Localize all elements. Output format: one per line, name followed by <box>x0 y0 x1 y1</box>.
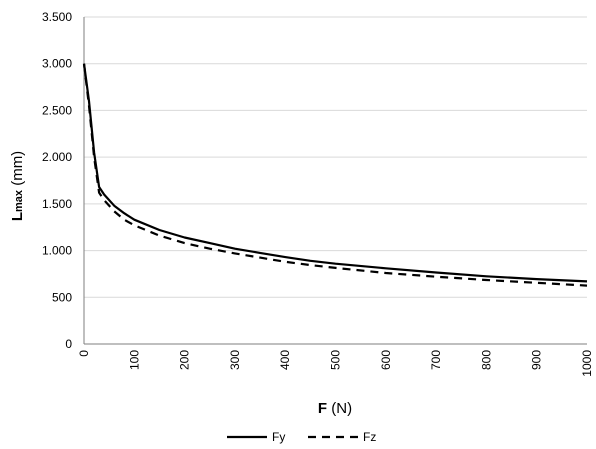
y-tick-label: 1.000 <box>42 244 72 258</box>
x-tick-label: 600 <box>379 350 393 370</box>
x-tick-label: 200 <box>178 350 192 370</box>
axes <box>83 17 587 345</box>
series-line-fz <box>82 63 588 287</box>
x-tick-label: 300 <box>228 350 242 370</box>
y-tick-label: 3.500 <box>42 10 72 24</box>
legend-label-fy: Fy <box>272 430 285 444</box>
x-tick-label: 400 <box>278 350 292 370</box>
x-tick-labels: 0 100 200 300 400 500 600 700 800 900 1000 <box>77 350 594 377</box>
legend-label-fz: Fz <box>363 430 376 444</box>
y-axis-title-sub: max <box>13 189 25 212</box>
x-tick-label: 0 <box>77 350 91 357</box>
x-tick-label: 900 <box>530 350 544 370</box>
y-tick-labels: 0 500 1.000 1.500 2.000 2.500 3.000 3.500 <box>42 10 72 351</box>
series-lines <box>82 63 588 287</box>
x-tick-label: 700 <box>429 350 443 370</box>
x-axis-title-main: F <box>318 400 327 417</box>
x-tick-label: 500 <box>329 350 343 370</box>
x-tick-label: 800 <box>479 350 493 370</box>
y-tick-label: 1.500 <box>42 197 72 211</box>
y-axis-title-main: L <box>9 212 26 221</box>
y-tick-label: 0 <box>65 337 72 351</box>
x-tick-label: 100 <box>127 350 141 370</box>
series-line-fy <box>82 63 588 283</box>
y-tick-label: 3.000 <box>42 57 72 71</box>
x-tick-label: 1000 <box>580 350 594 377</box>
x-axis-title-unit: (N) <box>327 400 352 417</box>
y-axis-title-unit: (mm) <box>9 151 26 190</box>
legend: Fy Fz <box>227 430 376 444</box>
y-tick-label: 500 <box>52 290 72 304</box>
y-axis-title: Lmax (mm) <box>9 151 26 221</box>
y-tick-label: 2.500 <box>42 103 72 117</box>
x-axis-title: F (N) <box>318 400 352 417</box>
gridlines <box>84 16 587 298</box>
y-tick-label: 2.000 <box>42 150 72 164</box>
